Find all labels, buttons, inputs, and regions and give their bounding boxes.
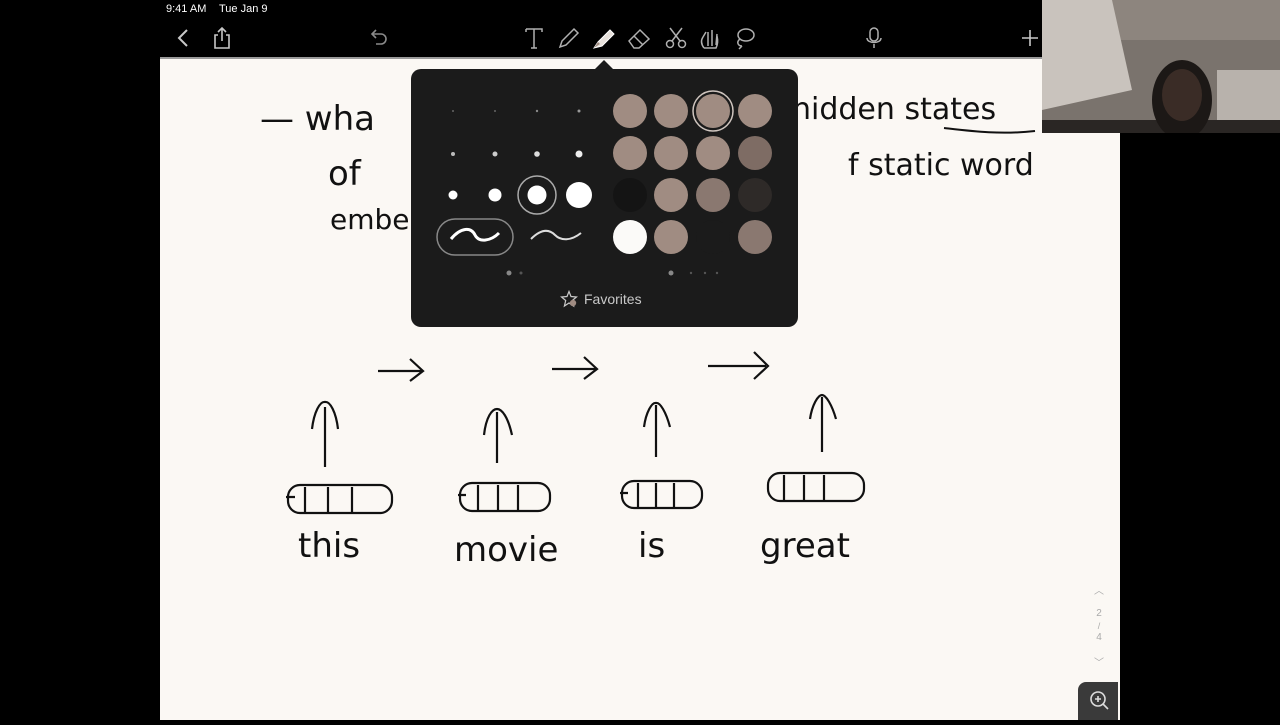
word-is: is xyxy=(638,526,665,566)
page-dot xyxy=(668,270,674,276)
microphone-icon[interactable] xyxy=(860,24,888,52)
right-side-panel xyxy=(1120,133,1280,720)
color-swatch-selected[interactable] xyxy=(696,94,730,128)
color-swatch[interactable] xyxy=(738,220,772,254)
size-selected-ring xyxy=(517,175,557,215)
share-icon[interactable] xyxy=(208,24,236,52)
scissors-tool-icon[interactable] xyxy=(662,24,690,52)
color-swatch[interactable] xyxy=(654,94,688,128)
back-icon[interactable] xyxy=(170,24,198,52)
embedding-box xyxy=(286,483,394,515)
arrow-up xyxy=(642,401,672,457)
arrow-right xyxy=(378,358,425,382)
webcam-image xyxy=(1042,0,1280,133)
size-option[interactable] xyxy=(575,150,583,158)
arrow-up xyxy=(482,407,514,463)
embedding-box xyxy=(620,479,704,510)
color-swatch[interactable] xyxy=(738,178,772,212)
size-option[interactable] xyxy=(535,109,539,113)
current-page-number: 2 xyxy=(1096,608,1102,619)
color-swatch[interactable] xyxy=(613,178,647,212)
color-swatches xyxy=(613,90,772,254)
popover-content xyxy=(436,90,772,276)
lasso-tool-icon[interactable] xyxy=(730,24,758,52)
favorites-button[interactable]: Favorites xyxy=(560,290,642,308)
eraser-tool-icon[interactable] xyxy=(625,24,653,52)
favorites-star-icon xyxy=(560,290,578,308)
page-dot xyxy=(506,270,512,276)
pen-tool-icon[interactable] xyxy=(555,24,583,52)
presenter-webcam xyxy=(1042,0,1280,133)
add-page-icon[interactable] xyxy=(1016,24,1044,52)
arrow-up xyxy=(808,393,838,452)
size-option[interactable] xyxy=(451,152,455,156)
stroke-style-icon[interactable] xyxy=(530,229,582,241)
size-option[interactable] xyxy=(566,182,592,208)
size-option[interactable] xyxy=(577,109,581,113)
popover-arrow xyxy=(594,60,614,70)
size-option[interactable] xyxy=(534,151,540,157)
page-up-chevron-icon[interactable]: ︿ xyxy=(1094,586,1104,597)
word-great: great xyxy=(760,526,850,566)
color-swatch[interactable] xyxy=(654,220,688,254)
color-swatch[interactable] xyxy=(613,136,647,170)
size-option[interactable] xyxy=(452,110,454,112)
page-down-chevron-icon[interactable]: ﹀ xyxy=(1094,658,1104,669)
handwritten-notes-canvas: — wha hidden states of f static word emb… xyxy=(260,92,1036,570)
text-tool-icon[interactable] xyxy=(520,24,548,52)
word-this: this xyxy=(298,526,360,566)
color-swatch[interactable] xyxy=(696,178,730,212)
color-swatch[interactable] xyxy=(654,136,688,170)
stroke-style-selected[interactable] xyxy=(436,218,514,256)
color-swatch[interactable] xyxy=(738,94,772,128)
zoom-button[interactable] xyxy=(1078,682,1118,720)
size-option-selected[interactable] xyxy=(527,185,547,205)
size-option[interactable] xyxy=(488,188,502,202)
page-top-border xyxy=(160,57,1120,59)
color-swatch[interactable] xyxy=(738,136,772,170)
highlighter-tool-icon[interactable] xyxy=(590,24,618,52)
total-page-number: 4 xyxy=(1096,632,1102,643)
page-dot xyxy=(519,271,523,275)
favorites-label: Favorites xyxy=(584,291,642,307)
embedding-box xyxy=(766,471,866,503)
size-option[interactable] xyxy=(494,110,496,112)
color-swatch[interactable] xyxy=(613,220,647,254)
embedding-box xyxy=(458,481,552,513)
arrow-right xyxy=(552,356,599,380)
arrow-up xyxy=(310,400,340,467)
size-option[interactable] xyxy=(492,151,498,157)
color-selected-ring xyxy=(692,90,734,132)
note-line2-left: of xyxy=(328,154,362,194)
color-swatch-empty[interactable] xyxy=(696,220,730,254)
stroke-style-smooth-icon xyxy=(449,228,501,242)
note-line3-left: embe xyxy=(330,203,410,236)
zoom-icon xyxy=(1090,691,1109,710)
hand-tool-icon[interactable] xyxy=(696,24,724,52)
note-line1-left: — wha xyxy=(260,99,375,139)
word-movie: movie xyxy=(454,530,558,570)
note-line1-right: hidden states xyxy=(792,92,996,127)
note-line2-right: f static word xyxy=(848,148,1034,183)
page-dot xyxy=(715,271,719,275)
color-swatch[interactable] xyxy=(613,94,647,128)
underline-stroke xyxy=(943,127,1036,134)
page-dot xyxy=(703,271,707,275)
pen-options-popover xyxy=(411,69,798,327)
color-swatch[interactable] xyxy=(696,136,730,170)
undo-icon[interactable] xyxy=(364,24,392,52)
page-indicator: ︿ 2 / 4 ﹀ xyxy=(1090,586,1108,670)
size-option[interactable] xyxy=(448,190,458,200)
status-date: Tue Jan 9 xyxy=(219,3,268,15)
status-time: 9:41 AM xyxy=(166,3,207,15)
color-swatch[interactable] xyxy=(654,178,688,212)
arrow-right xyxy=(708,351,770,380)
page-dot xyxy=(689,271,693,275)
